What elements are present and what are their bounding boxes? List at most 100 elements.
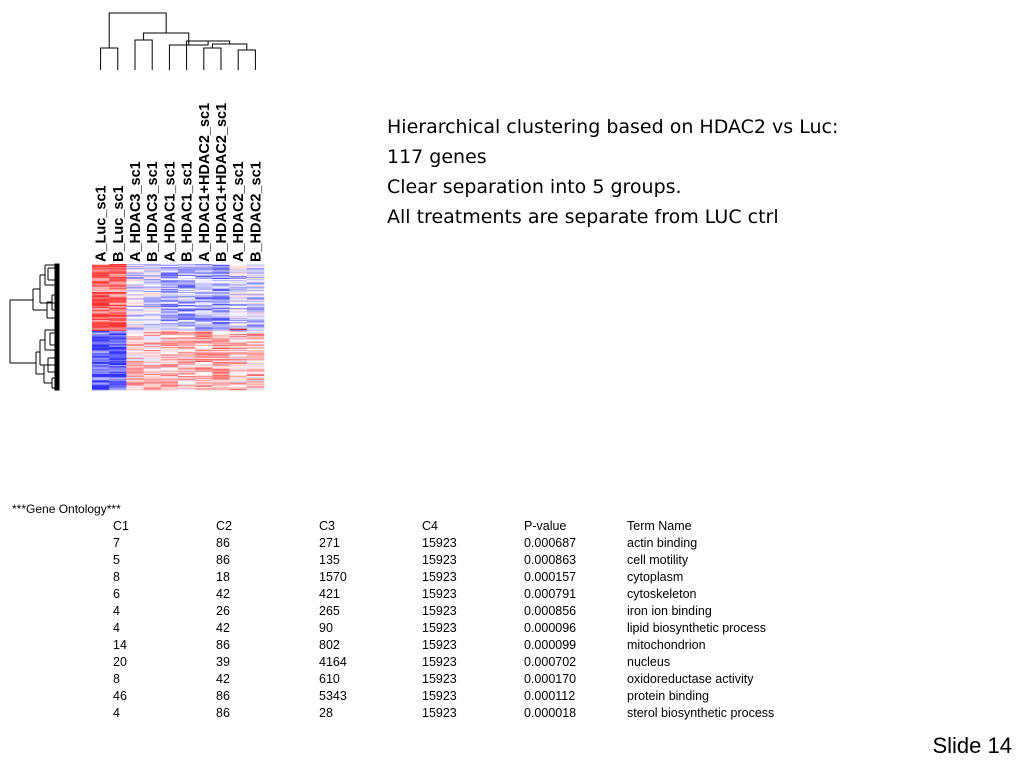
heatmap-cell (92, 364, 110, 366)
heatmap-cell (246, 370, 265, 372)
heatmap-cell (109, 346, 127, 349)
heatmap-cell (126, 267, 144, 269)
heatmap-cell (195, 280, 213, 282)
heatmap-cell (92, 379, 110, 381)
heatmap-cell (195, 283, 213, 285)
heatmap-cell (229, 354, 248, 356)
heatmap-cell (246, 385, 265, 388)
heatmap-cell (160, 325, 179, 327)
heatmap-cell (246, 340, 265, 342)
heatmap-cell (246, 296, 265, 298)
heatmap-cell (126, 308, 144, 310)
heatmap-cell (160, 346, 179, 349)
heatmap-cell (195, 278, 213, 280)
heatmap-cell (160, 283, 179, 285)
heatmap-cell (109, 306, 127, 308)
heatmap-cell (109, 326, 127, 328)
heatmap-cell (109, 365, 127, 367)
heatmap-cell (178, 352, 196, 354)
heatmap-cell (195, 365, 213, 367)
heatmap-cell (126, 281, 144, 283)
heatmap-cell (126, 369, 144, 371)
heatmap-cell (160, 294, 179, 296)
heatmap-cell (109, 287, 127, 290)
heatmap-cell (229, 384, 248, 386)
table-cell: 28 (319, 706, 333, 720)
heatmap-cell (109, 322, 127, 324)
heatmap-cell (178, 286, 196, 288)
dendrogram-branch (203, 47, 222, 70)
heatmap-cell (160, 342, 179, 344)
heatmap-cell (212, 388, 230, 391)
heatmap-cell (126, 311, 144, 313)
heatmap-cell (160, 303, 179, 306)
heatmap-cell (160, 381, 179, 383)
heatmap-cell (212, 284, 230, 286)
heatmap-cell (92, 286, 110, 288)
heatmap-cell (246, 358, 265, 361)
heatmap-cell (178, 324, 196, 326)
heatmap-cell (229, 311, 248, 313)
heatmap-cell (109, 323, 127, 325)
heatmap-cell (178, 340, 196, 342)
table-cell: 15923 (422, 621, 457, 635)
heatmap-cell (229, 272, 248, 274)
heatmap-cell (246, 288, 265, 291)
heatmap-cell (143, 377, 162, 379)
table-header-row: C1 C2 C3 C4 P-value Term Name (110, 518, 774, 535)
heatmap-cell (229, 345, 248, 348)
heatmap-cell (195, 330, 213, 333)
table-cell: 5 (113, 553, 120, 567)
heatmap-cell (126, 271, 144, 273)
heatmap-cell (126, 290, 144, 293)
heatmap-cell (195, 336, 213, 338)
heatmap-cell (143, 366, 162, 368)
heatmap (92, 264, 265, 391)
heatmap-cell (195, 386, 213, 389)
heatmap-cell (143, 337, 162, 339)
table-cell: 0.000099 (524, 638, 577, 652)
heatmap-cell (160, 312, 179, 314)
heatmap-cell (92, 322, 110, 324)
heatmap-cell (178, 317, 196, 320)
heatmap-cell (109, 374, 127, 377)
heatmap-cell (178, 301, 196, 304)
column-dendrogram (100, 12, 256, 70)
row-dendrogram (9, 263, 60, 391)
heatmap-cell (195, 384, 213, 386)
heatmap-cell (160, 355, 179, 357)
heatmap-cell (92, 278, 110, 280)
heatmap-cell (246, 384, 265, 386)
heatmap-cell (92, 290, 110, 293)
heatmap-cell (126, 328, 144, 330)
heatmap-cell (195, 264, 213, 266)
heatmap-cell (109, 290, 127, 293)
heatmap-cell (92, 337, 110, 339)
heatmap-cell (160, 276, 179, 279)
heatmap-cell (143, 359, 162, 362)
heatmap-cell (143, 346, 162, 349)
heatmap-cell (246, 275, 265, 278)
heatmap-cell (229, 336, 248, 338)
heatmap-cell (229, 341, 248, 343)
heatmap-cell (109, 265, 127, 267)
heatmap-cell (195, 345, 213, 348)
heatmap-cell (195, 383, 213, 385)
heatmap-cell (109, 315, 127, 318)
heatmap-cell (195, 288, 213, 291)
heatmap-cell (92, 294, 110, 296)
heatmap-cell (160, 318, 179, 321)
table-row: 46 86 5343 15923 0.000112 protein binding (110, 688, 774, 705)
heatmap-cell (92, 280, 110, 282)
heatmap-cell (212, 348, 230, 350)
table-cell: 421 (319, 587, 340, 601)
heatmap-cell (246, 289, 265, 292)
heatmap-cell (92, 359, 110, 362)
heatmap-cell (229, 281, 248, 283)
heatmap-cell (212, 292, 230, 294)
heatmap-cell (229, 267, 248, 269)
heatmap-cell (229, 357, 248, 360)
heatmap-cell (246, 313, 265, 315)
heatmap-cell (143, 266, 162, 268)
heatmap-cell (195, 299, 213, 301)
